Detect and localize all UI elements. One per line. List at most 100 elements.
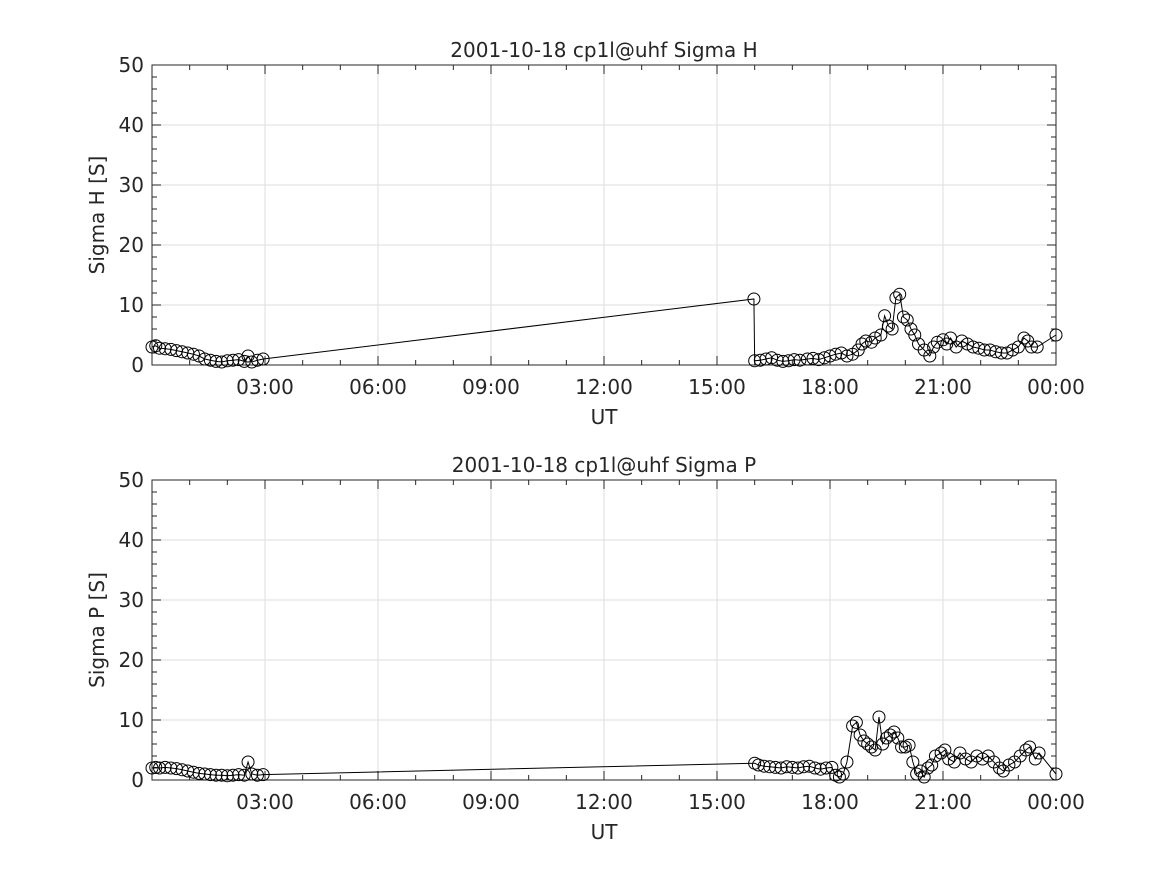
data-point	[759, 352, 773, 366]
data-point	[825, 760, 839, 774]
data-point	[906, 755, 920, 769]
data-point	[855, 337, 869, 351]
x-tick-label: 09:00	[462, 375, 520, 399]
x-tick-label: 15:00	[688, 375, 746, 399]
data-point	[153, 341, 167, 355]
data-point	[859, 334, 873, 348]
x-tick-label: 09:00	[462, 790, 520, 814]
data-point	[797, 760, 811, 774]
data-point	[1049, 328, 1063, 342]
data-point	[153, 761, 167, 775]
x-tick-label: 12:00	[575, 790, 633, 814]
data-point	[989, 345, 1003, 359]
y-axis-label: Sigma H [S]	[85, 156, 109, 275]
data-point	[885, 322, 899, 336]
data-point	[1023, 740, 1037, 754]
data-point	[1049, 767, 1063, 781]
data-point	[747, 292, 761, 306]
x-tick-label: 06:00	[349, 375, 407, 399]
data-point	[158, 760, 172, 774]
data-point	[245, 767, 259, 781]
data-point	[220, 769, 234, 783]
data-point	[840, 755, 854, 769]
data-point	[256, 352, 270, 366]
x-tick-label: 18:00	[801, 790, 859, 814]
data-point	[864, 335, 878, 349]
y-tick-label: 0	[131, 768, 144, 792]
data-point	[900, 313, 914, 327]
data-point	[215, 768, 229, 782]
data-point	[925, 758, 939, 772]
data-point	[902, 738, 916, 752]
data-point	[782, 354, 796, 368]
data-point	[186, 347, 200, 361]
data-point	[256, 768, 270, 782]
data-point	[800, 352, 814, 366]
y-tick-label: 10	[119, 708, 144, 732]
data-point	[793, 353, 807, 367]
data-point	[1019, 743, 1033, 757]
data-point	[209, 354, 223, 368]
data-point	[908, 328, 922, 342]
data-point	[896, 310, 910, 324]
x-tick-label: 12:00	[575, 375, 633, 399]
x-tick-label: 00:00	[1027, 375, 1085, 399]
data-point	[145, 761, 159, 775]
y-tick-label: 30	[119, 173, 144, 197]
chart-title: 2001-10-18 cp1l@uhf Sigma H	[450, 38, 757, 62]
data-point	[770, 353, 784, 367]
data-point	[836, 767, 850, 781]
y-tick-label: 20	[119, 648, 144, 672]
data-point	[226, 353, 240, 367]
data-point	[806, 351, 820, 365]
x-tick-label: 18:00	[801, 375, 859, 399]
data-point	[220, 354, 234, 368]
x-tick-label: 21:00	[914, 790, 972, 814]
y-tick-label: 10	[119, 293, 144, 317]
data-point	[930, 335, 944, 349]
data-point	[787, 353, 801, 367]
data-point	[921, 761, 935, 775]
data-point	[241, 755, 255, 769]
chart-title: 2001-10-18 cp1l@uhf Sigma P	[452, 453, 756, 477]
data-point	[808, 761, 822, 775]
data-point	[938, 743, 952, 757]
data-point	[849, 715, 863, 729]
data-point	[149, 760, 163, 774]
data-point	[198, 767, 212, 781]
y-tick-label: 40	[119, 528, 144, 552]
data-point	[893, 287, 907, 301]
data-point	[883, 728, 897, 742]
data-point	[149, 339, 163, 353]
y-tick-label: 50	[119, 53, 144, 77]
data-point	[250, 768, 264, 782]
data-point	[872, 710, 886, 724]
data-point	[993, 761, 1006, 775]
y-axis-label: Sigma P [S]	[85, 572, 109, 688]
y-tick-label: 50	[119, 468, 144, 492]
data-point	[226, 768, 240, 782]
chart-panel-1: 03:00 06:00 09:00 12:00 15:00 18:00 21:00 00:00…	[85, 38, 1085, 429]
data-point	[232, 353, 246, 367]
x-axis-label: UT	[591, 820, 619, 844]
y-tick-label: 0	[131, 353, 144, 377]
data-point	[1017, 331, 1031, 345]
data-point	[192, 766, 206, 780]
x-tick-label: 06:00	[349, 790, 407, 814]
x-tick-label: 00:00	[1027, 790, 1085, 814]
data-point	[936, 333, 950, 347]
data-point	[768, 760, 782, 774]
data-point	[250, 353, 264, 367]
y-tick-label: 30	[119, 588, 144, 612]
data-point	[923, 349, 937, 363]
y-tick-label: 40	[119, 113, 144, 137]
data-point	[874, 328, 888, 342]
x-axis-label: UT	[591, 405, 619, 429]
data-point	[832, 770, 846, 784]
x-tick-label: 21:00	[914, 375, 972, 399]
data-point	[763, 760, 777, 774]
data-point	[757, 759, 771, 773]
data-point	[895, 740, 909, 754]
data-point	[891, 731, 905, 745]
